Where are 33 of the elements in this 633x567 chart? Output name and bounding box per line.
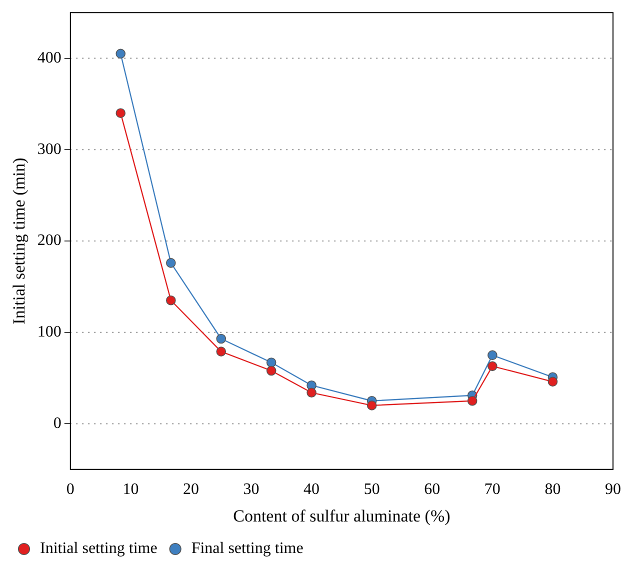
y-axis-title: Initial setting time (min)	[10, 158, 29, 324]
point	[266, 358, 276, 368]
x-tick-label: 30	[243, 481, 260, 498]
point	[306, 388, 316, 398]
point	[216, 334, 226, 344]
x-tick-label: 0	[66, 481, 74, 498]
point	[488, 361, 498, 372]
x-tick-label: 10	[122, 481, 139, 498]
point	[366, 400, 377, 410]
x-tick-label: 40	[304, 481, 320, 498]
point	[116, 48, 126, 59]
point	[166, 295, 176, 306]
point	[488, 350, 498, 360]
point	[166, 258, 176, 268]
y-tick-label: 100	[37, 324, 62, 341]
y-tick-label: 200	[37, 232, 62, 250]
x-tick-label: 70	[484, 481, 500, 498]
x-tick-label: 20	[182, 481, 199, 498]
point	[467, 396, 478, 406]
x-tick-label: 90	[605, 481, 621, 498]
point	[548, 376, 558, 387]
legend-label: Final setting time	[191, 540, 304, 558]
y-tick-label: 300	[37, 140, 62, 158]
x-tick-label: 50	[364, 481, 380, 498]
point	[266, 366, 276, 376]
point	[216, 346, 226, 356]
y-tick-label: 400	[37, 49, 62, 66]
legend-label: Initial setting time	[40, 540, 158, 558]
x-tick-label: 60	[424, 481, 440, 498]
point	[116, 108, 126, 118]
x-tick-label: 80	[544, 481, 561, 498]
x-axis-title: Content of sulfur aluminate (%)	[233, 506, 450, 526]
y-tick-label: 0	[53, 414, 62, 432]
